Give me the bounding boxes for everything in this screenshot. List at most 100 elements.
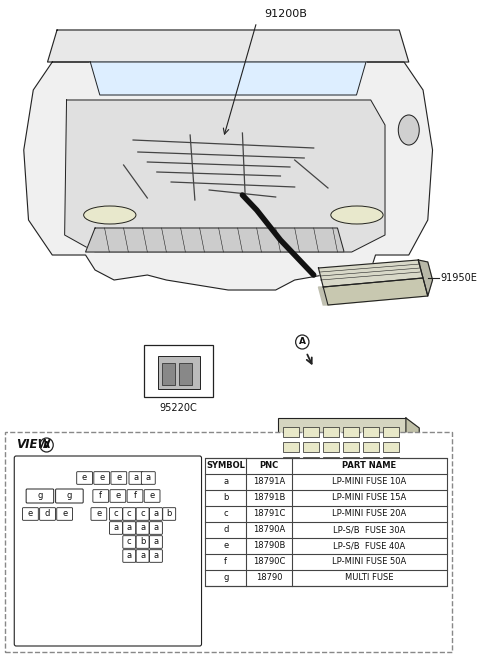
Text: a: a <box>223 478 228 487</box>
Polygon shape <box>48 30 409 62</box>
Polygon shape <box>318 287 328 305</box>
FancyBboxPatch shape <box>144 489 160 502</box>
Bar <box>323 442 339 452</box>
Bar <box>343 427 360 437</box>
Text: 18791C: 18791C <box>253 510 285 518</box>
Text: g: g <box>67 491 72 501</box>
Bar <box>383 457 399 467</box>
Text: a: a <box>140 523 145 533</box>
Text: e: e <box>116 474 121 483</box>
Polygon shape <box>277 470 419 478</box>
Bar <box>205 458 447 586</box>
Bar <box>283 442 300 452</box>
FancyBboxPatch shape <box>91 508 107 520</box>
Bar <box>162 363 175 385</box>
Bar <box>303 427 319 437</box>
Text: LP-MINI FUSE 10A: LP-MINI FUSE 10A <box>332 478 407 487</box>
Bar <box>383 427 399 437</box>
Text: c: c <box>140 510 145 518</box>
FancyBboxPatch shape <box>40 508 55 520</box>
Text: a: a <box>140 552 145 560</box>
Text: MULTI FUSE: MULTI FUSE <box>345 573 394 583</box>
FancyBboxPatch shape <box>109 522 122 534</box>
Text: 18791A: 18791A <box>253 478 285 487</box>
Text: LP-MINI FUSE 15A: LP-MINI FUSE 15A <box>332 493 407 502</box>
Text: LP-MINI FUSE 50A: LP-MINI FUSE 50A <box>332 558 407 567</box>
Text: LP-S/B  FUSE 30A: LP-S/B FUSE 30A <box>333 525 406 535</box>
Text: A: A <box>299 337 306 346</box>
Text: g: g <box>37 491 43 501</box>
FancyBboxPatch shape <box>77 472 93 484</box>
Text: a: a <box>127 523 132 533</box>
Polygon shape <box>406 418 419 478</box>
Bar <box>303 442 319 452</box>
Text: e: e <box>99 474 104 483</box>
Text: 18791B: 18791B <box>253 493 285 502</box>
Text: e: e <box>28 510 33 518</box>
Bar <box>343 442 360 452</box>
Polygon shape <box>90 62 366 95</box>
Text: e: e <box>115 491 120 501</box>
FancyBboxPatch shape <box>123 550 136 562</box>
Text: c: c <box>127 510 132 518</box>
Bar <box>363 457 379 467</box>
FancyBboxPatch shape <box>123 536 136 548</box>
Text: 91200B: 91200B <box>264 9 307 19</box>
Text: c: c <box>127 537 132 546</box>
Text: b: b <box>223 493 228 502</box>
Text: c: c <box>114 510 118 518</box>
FancyBboxPatch shape <box>149 536 162 548</box>
FancyBboxPatch shape <box>129 472 143 484</box>
Text: a: a <box>146 474 151 483</box>
FancyBboxPatch shape <box>149 508 162 520</box>
Bar <box>323 457 339 467</box>
Text: f: f <box>133 491 136 501</box>
Polygon shape <box>85 228 344 252</box>
Text: LP-MINI FUSE 20A: LP-MINI FUSE 20A <box>332 510 407 518</box>
Text: A: A <box>43 440 50 449</box>
Polygon shape <box>418 260 432 296</box>
Bar <box>419 442 429 458</box>
Bar <box>323 427 339 437</box>
Text: d: d <box>223 525 228 535</box>
FancyBboxPatch shape <box>136 536 149 548</box>
Bar <box>363 442 379 452</box>
Text: b: b <box>140 537 145 546</box>
Text: e: e <box>96 510 101 518</box>
FancyBboxPatch shape <box>123 522 136 534</box>
FancyBboxPatch shape <box>127 489 143 502</box>
FancyBboxPatch shape <box>94 472 109 484</box>
Text: SYMBOL: SYMBOL <box>206 462 245 470</box>
Bar <box>158 356 200 389</box>
FancyBboxPatch shape <box>14 456 202 646</box>
Text: 18790B: 18790B <box>253 541 285 550</box>
Text: c: c <box>224 510 228 518</box>
Bar <box>144 345 213 397</box>
Text: e: e <box>223 541 228 550</box>
Text: VIEW: VIEW <box>16 438 51 451</box>
Text: d: d <box>45 510 50 518</box>
Bar <box>266 436 276 452</box>
Text: b: b <box>167 510 172 518</box>
FancyBboxPatch shape <box>57 508 72 520</box>
Bar <box>343 457 360 467</box>
FancyBboxPatch shape <box>149 522 162 534</box>
FancyBboxPatch shape <box>109 508 122 520</box>
FancyBboxPatch shape <box>56 489 83 503</box>
FancyBboxPatch shape <box>5 432 452 652</box>
Text: a: a <box>153 523 158 533</box>
Bar <box>277 418 406 470</box>
FancyBboxPatch shape <box>93 489 108 502</box>
FancyBboxPatch shape <box>141 472 155 484</box>
FancyBboxPatch shape <box>136 550 149 562</box>
Ellipse shape <box>84 206 136 224</box>
Text: e: e <box>82 474 87 483</box>
FancyBboxPatch shape <box>123 508 136 520</box>
FancyBboxPatch shape <box>26 489 54 503</box>
Bar <box>303 457 319 467</box>
Text: PNC: PNC <box>259 462 279 470</box>
Polygon shape <box>323 278 428 305</box>
Text: PART NAME: PART NAME <box>342 462 396 470</box>
Polygon shape <box>318 260 423 287</box>
Text: LP-S/B  FUSE 40A: LP-S/B FUSE 40A <box>333 541 406 550</box>
